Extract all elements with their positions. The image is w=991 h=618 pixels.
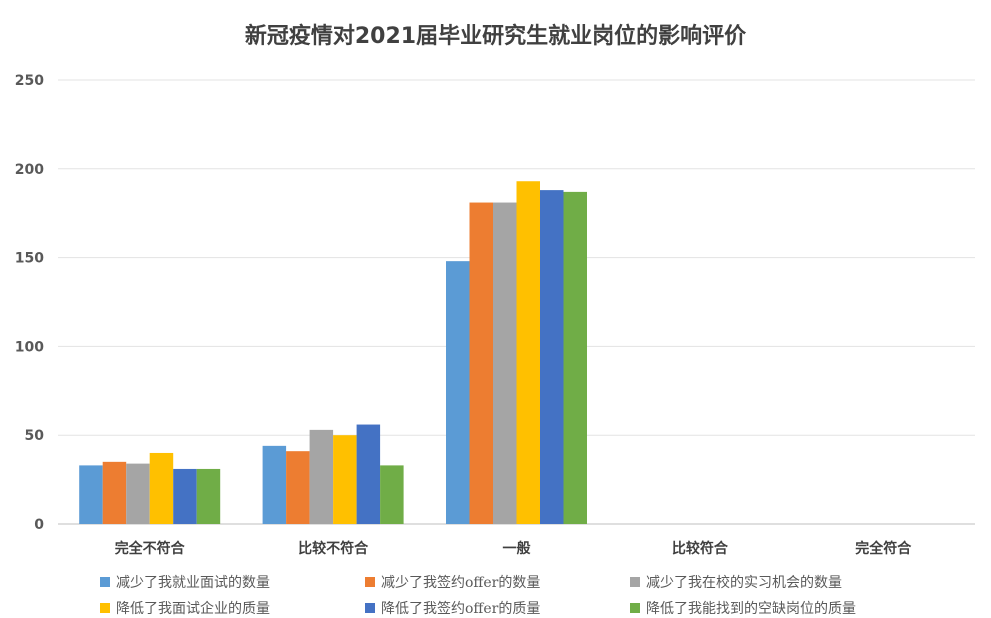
x-axis-ticks: 完全不符合 比较不符合 一般 比较符合 完全符合	[115, 540, 913, 557]
bar	[333, 435, 357, 524]
chart-title: 新冠疫情对2021届毕业研究生就业岗位的影响评价	[244, 24, 747, 49]
bar	[173, 468, 197, 524]
legend-swatch	[630, 577, 640, 587]
legend-swatch	[365, 577, 375, 587]
y-tick-label: 250	[15, 73, 44, 89]
bar	[563, 191, 587, 524]
legend-item: 减少了我在校的实习机会的数量	[630, 572, 960, 592]
bar	[309, 429, 334, 524]
legend-item: 降低了我能找到的空缺岗位的质量	[630, 598, 960, 618]
y-tick-label: 200	[15, 162, 44, 178]
legend-swatch	[365, 603, 375, 613]
bar	[102, 461, 127, 524]
x-tick-label: 完全不符合	[115, 540, 186, 557]
legend-label: 降低了我能找到的空缺岗位的质量	[646, 601, 856, 617]
bar	[493, 202, 517, 524]
legend-label: 减少了我签约offer的数量	[381, 575, 541, 591]
bar	[79, 465, 103, 524]
legend-item: 降低了我面试企业的质量	[100, 598, 365, 618]
bar	[196, 468, 221, 524]
bar	[380, 465, 404, 524]
x-tick-label: 比较符合	[672, 540, 729, 557]
legend-item: 减少了我签约offer的数量	[365, 572, 630, 592]
bar	[149, 452, 174, 524]
bar	[262, 445, 287, 524]
bar	[356, 424, 381, 524]
chart-legend: 减少了我就业面试的数量 减少了我签约offer的数量 减少了我在校的实习机会的数量降…	[100, 572, 960, 618]
x-tick-label: 完全符合	[855, 540, 912, 557]
legend-swatch	[100, 577, 110, 587]
bar	[126, 463, 150, 524]
y-tick-label: 50	[25, 428, 45, 444]
bar	[286, 451, 310, 524]
legend-label: 减少了我在校的实习机会的数量	[646, 575, 842, 591]
legend-label: 降低了我面试企业的质量	[116, 601, 270, 617]
bar	[540, 190, 564, 524]
y-axis-ticks: 0 50 100 150 200 250	[15, 73, 44, 533]
x-tick-label: 一般	[503, 540, 531, 557]
bar	[446, 261, 470, 524]
y-tick-label: 0	[34, 517, 44, 533]
legend-item: 减少了我就业面试的数量	[100, 572, 365, 592]
bar	[516, 181, 540, 524]
legend-item: 降低了我签约offer的质量	[365, 598, 630, 618]
legend-swatch	[100, 603, 110, 613]
legend-label: 降低了我签约offer的质量	[381, 601, 541, 617]
bar	[469, 202, 493, 524]
legend-swatch	[630, 603, 640, 613]
y-tick-label: 150	[15, 251, 44, 267]
x-tick-label: 比较不符合	[298, 540, 369, 557]
bars	[79, 181, 587, 524]
legend-label: 减少了我就业面试的数量	[116, 575, 270, 591]
y-tick-label: 100	[15, 339, 44, 355]
